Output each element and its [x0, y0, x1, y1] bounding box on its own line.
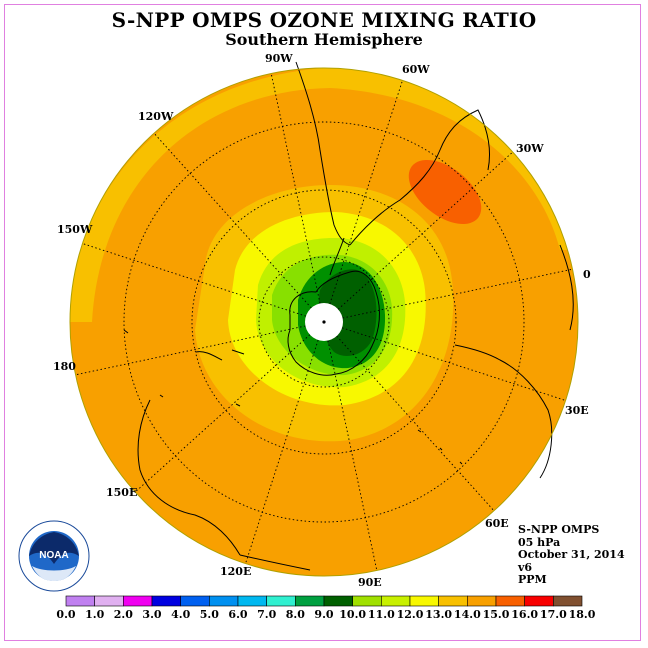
meridian-line: [270, 73, 321, 304]
colorbar-cell: [409, 595, 439, 607]
meridian-lines: [75, 73, 573, 571]
colorbar-tick-label: 16.0: [511, 608, 539, 621]
colorbar-cell: [495, 595, 525, 607]
coastline-new-zealand: [195, 349, 245, 361]
lon-label-150e: 150E: [106, 486, 138, 499]
svg-text:NOAA: NOAA: [39, 550, 68, 561]
noaa-logo: NOAA: [18, 520, 90, 592]
colorbar-tick-label: 9.0: [314, 608, 334, 621]
graticule: [75, 73, 573, 571]
meridian-line: [327, 340, 378, 571]
colorbar-tick-label: 12.0: [396, 608, 424, 621]
colorbar-tick-label: 0.0: [56, 608, 76, 621]
colorbar-cell: [94, 595, 124, 607]
meridian-line: [245, 339, 319, 564]
colorbar-cell: [323, 595, 353, 607]
lon-label-90e: 90E: [358, 576, 382, 589]
colorbar-tick-label: 2.0: [113, 608, 133, 621]
lon-label-0: 0: [583, 268, 591, 281]
meridian-line: [336, 335, 495, 512]
colorbar-cell: [180, 595, 210, 607]
colorbar-tick-label: 5.0: [199, 608, 219, 621]
lon-label-120e: 120E: [220, 565, 252, 578]
coastline-islands: [123, 329, 463, 465]
coastline-australia: [137, 399, 311, 571]
ozone-band-red-orange: [408, 159, 482, 225]
meridian-line: [329, 80, 403, 305]
info-pressure: 05 hPa: [518, 535, 561, 549]
info-instrument: S-NPP OMPS: [518, 523, 600, 536]
colorbar-tick-label: 11.0: [367, 608, 395, 621]
colorbar-cell: [438, 595, 468, 607]
meridian-line: [341, 327, 566, 401]
colorbar-tick-label: 15.0: [482, 608, 510, 621]
colorbar-cell: [352, 595, 382, 607]
colorbar-cell: [65, 595, 95, 607]
meridian-line: [134, 334, 311, 493]
colorbar-cell: [266, 595, 296, 607]
info-units: PPM: [518, 573, 547, 587]
map-disk-outline: [69, 67, 579, 577]
info-block: S-NPP OMPS 05 hPa October 31, 2014 v6 PP…: [518, 523, 625, 587]
lon-label-30e: 30E: [565, 404, 589, 417]
colorbar-tick-label: 17.0: [539, 608, 567, 621]
colorbar-tick-label: 10.0: [339, 608, 367, 621]
lon-label-30w: 30W: [516, 142, 544, 155]
colorbar-tick-label: 14.0: [453, 608, 481, 621]
colorbar-tick-label: 13.0: [425, 608, 453, 621]
colorbar-cell: [123, 595, 153, 607]
meridian-line: [82, 243, 307, 317]
lon-label-60e: 60E: [485, 517, 509, 530]
colorbar-cell: [467, 595, 497, 607]
colorbar-tick-label: 7.0: [257, 608, 277, 621]
colorbar-tick-label: 1.0: [85, 608, 105, 621]
meridian-line: [342, 268, 573, 319]
lon-label-180: 180: [53, 360, 76, 373]
colorbar-cell: [209, 595, 239, 607]
latitude-circle-30s: [123, 121, 525, 523]
colorbar-cell: [237, 595, 267, 607]
info-version: v6: [518, 560, 533, 574]
image-frame: [4, 4, 641, 641]
meridian-line: [337, 151, 514, 310]
south-pole-marker: [322, 320, 326, 324]
colorbar-tick-label: 3.0: [142, 608, 162, 621]
coastline-antarctica: [287, 270, 380, 376]
colorbar-tick-label: 6.0: [228, 608, 248, 621]
page-subtitle: Southern Hemisphere: [225, 30, 423, 49]
lon-label-150w: 150W: [57, 223, 93, 236]
coastlines: [123, 61, 574, 571]
colorbar-cell: [553, 595, 583, 607]
coastline-africa: [454, 244, 574, 479]
meridian-line: [75, 325, 306, 376]
info-date: October 31, 2014: [518, 548, 625, 562]
ozone-field: [70, 68, 578, 576]
meridian-line: [153, 132, 312, 309]
colorbar-tick-label: 4.0: [171, 608, 191, 621]
colorbar-cell: [151, 595, 181, 607]
lon-label-60w: 60W: [402, 63, 430, 76]
colorbar-cell: [295, 595, 325, 607]
colorbar-cell: [524, 595, 554, 607]
latitude-circle-50s: [191, 189, 457, 455]
colorbar-tick-label: 8.0: [285, 608, 305, 621]
lon-label-90w: 90W: [265, 52, 293, 65]
latitude-circle-70s: [258, 256, 390, 388]
lon-label-120w: 120W: [138, 110, 174, 123]
colorbar-tick-label: 18.0: [568, 608, 596, 621]
page-title: S-NPP OMPS OZONE MIXING RATIO: [111, 8, 537, 32]
colorbar-cell: [381, 595, 411, 607]
